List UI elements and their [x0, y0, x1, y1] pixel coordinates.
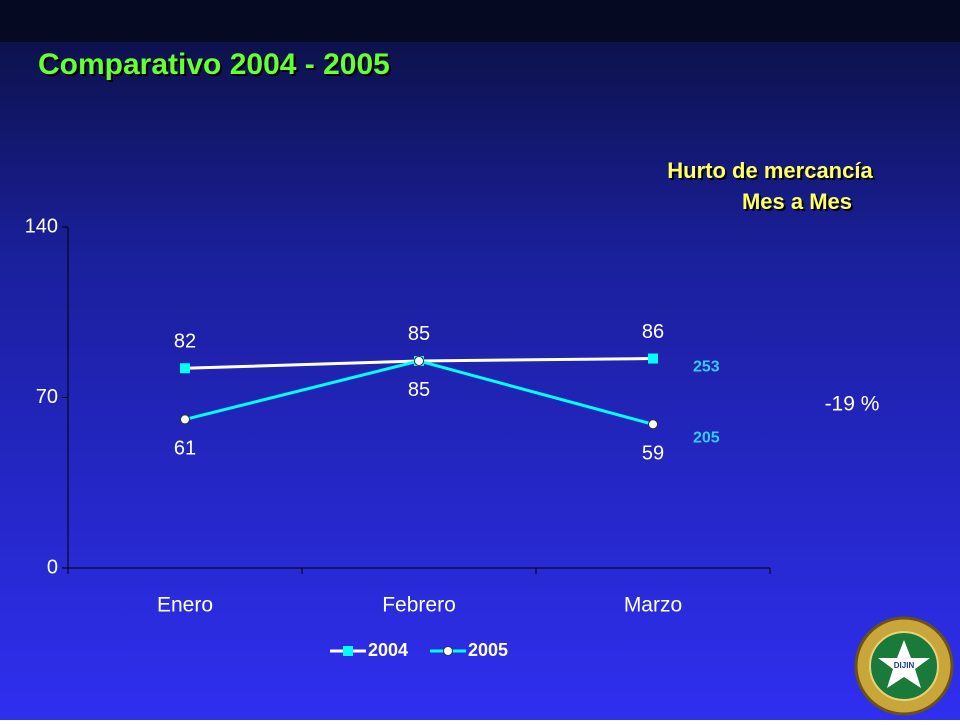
subtitle: Hurto de mercancía [667, 158, 873, 183]
x-tick-label: Febrero [382, 594, 456, 617]
top-bar [0, 0, 960, 42]
logo-star [878, 640, 930, 688]
data-point [648, 419, 658, 430]
data-point [648, 353, 658, 364]
y-tick-label: 0 [47, 556, 58, 578]
subtitle: Mes a Mes [742, 189, 852, 214]
y-tick-label: 140 [25, 215, 58, 237]
series-total: 253 [693, 359, 720, 376]
data-label: 82 [174, 331, 196, 353]
legend-marker [443, 646, 453, 656]
data-label: 59 [642, 443, 664, 465]
x-tick-label: Marzo [624, 594, 682, 617]
logo-text: DIJIN [894, 661, 915, 670]
data-point [180, 363, 190, 374]
chart-title: Comparativo 2004 - 2005 [38, 48, 390, 81]
data-point [414, 355, 424, 366]
data-point [180, 414, 190, 425]
x-tick-label: Enero [157, 594, 213, 617]
change-annotation: -19 % [825, 393, 880, 416]
data-label: 85 [408, 323, 430, 345]
logo: DIJIN [854, 616, 954, 716]
data-label: 61 [174, 438, 196, 460]
series-total: 205 [693, 430, 720, 447]
legend-label: 2004 [368, 640, 408, 660]
y-tick-label: 70 [36, 386, 58, 408]
data-label: 85 [408, 379, 430, 401]
legend-label: 2005 [468, 640, 508, 660]
subtitle-shadow: Mes a Mes [744, 191, 854, 216]
subtitle-shadow: Hurto de mercancía [669, 160, 875, 185]
data-label: 86 [642, 321, 664, 343]
legend-marker [343, 646, 353, 656]
title-shadow: Comparativo 2004 - 2005 [40, 50, 392, 83]
